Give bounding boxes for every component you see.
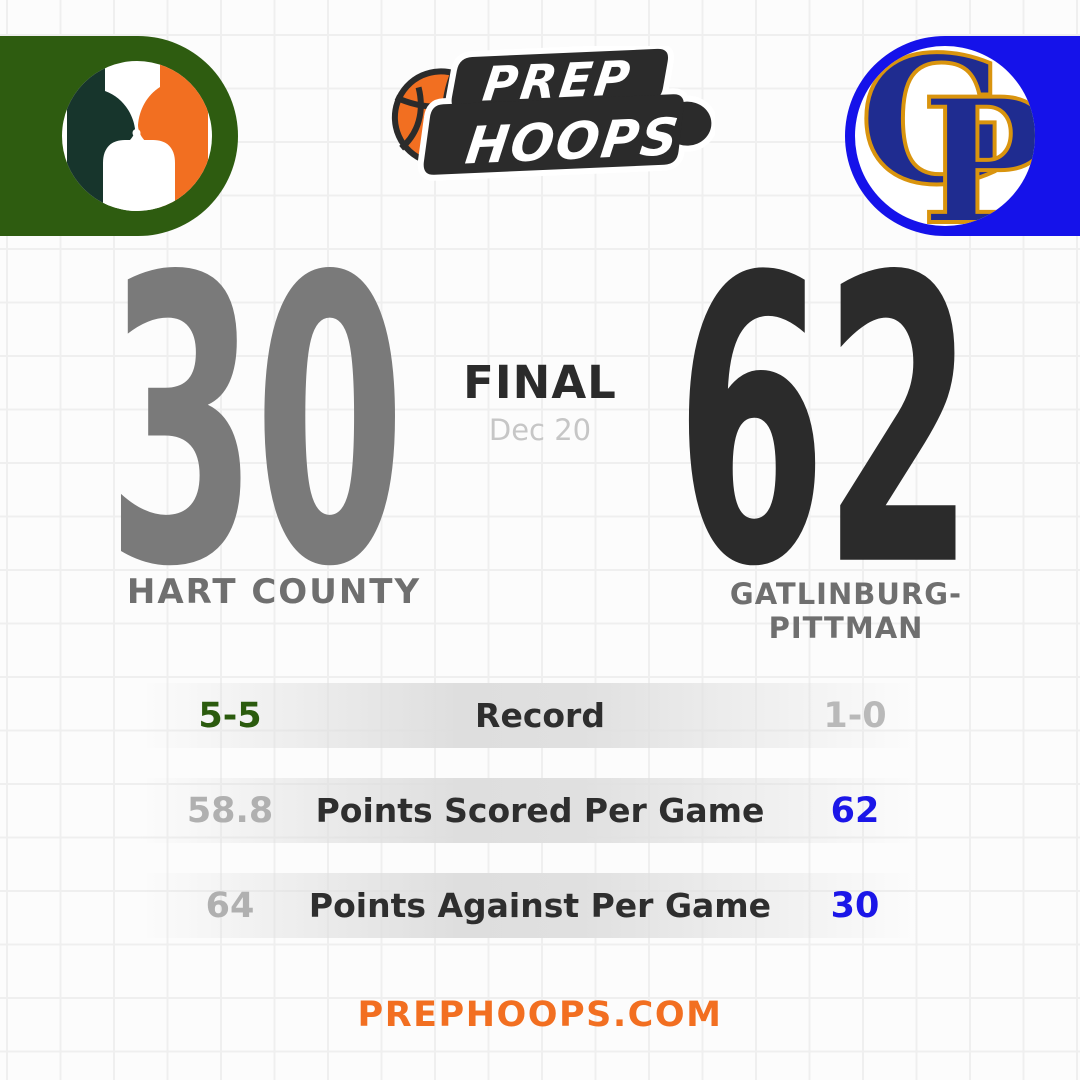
away-team-name: HART COUNTY	[126, 572, 422, 612]
stat-row-band	[140, 683, 940, 748]
stat-row-band	[140, 873, 940, 938]
away-score: 30	[106, 194, 405, 654]
logo-text-hoops: HOOPS	[462, 107, 683, 176]
hart-dark-stripe	[67, 61, 105, 211]
away-team-logo	[62, 61, 212, 211]
home-stat-value: 62	[830, 790, 880, 831]
hart-hourglass-right	[138, 87, 160, 153]
home-stat-value: 1-0	[823, 695, 887, 736]
away-stat-value: 5-5	[198, 695, 262, 736]
gp-monogram-g: G	[857, 46, 1010, 224]
stat-label: Points Against Per Game	[308, 886, 772, 925]
away-stat-value: 58.8	[186, 790, 274, 831]
game-date: Dec 20	[488, 413, 592, 447]
home-team-logo: G P	[855, 46, 1035, 226]
gp-monogram-p: P	[919, 60, 1035, 227]
stat-row-record: 5-5 Record 1-0	[140, 683, 940, 748]
logo-text-prep: PREP	[480, 51, 636, 112]
home-team-name: GATLINBURG-PITTMAN	[729, 577, 963, 645]
stat-row-points-against: 64 Points Against Per Game 30	[140, 873, 940, 938]
stat-label: Record	[475, 696, 605, 735]
stat-label: Points Scored Per Game	[315, 791, 765, 830]
stat-row-band	[140, 778, 940, 843]
home-stat-value: 30	[830, 885, 880, 926]
stat-row-points-scored: 58.8 Points Scored Per Game 62	[140, 778, 940, 843]
website-url: PREPHOOPS.COM	[357, 995, 723, 1035]
prep-hoops-logo: PREP HOOPS	[391, 46, 715, 181]
hart-hourglass-dome	[103, 140, 175, 211]
away-stat-value: 64	[205, 885, 255, 926]
home-score: 62	[675, 194, 974, 654]
game-status: FINAL	[463, 356, 617, 409]
game-status-block: FINAL Dec 20	[438, 356, 642, 447]
stats-table: 5-5 Record 1-0 58.8 Points Scored Per Ga…	[140, 683, 940, 968]
